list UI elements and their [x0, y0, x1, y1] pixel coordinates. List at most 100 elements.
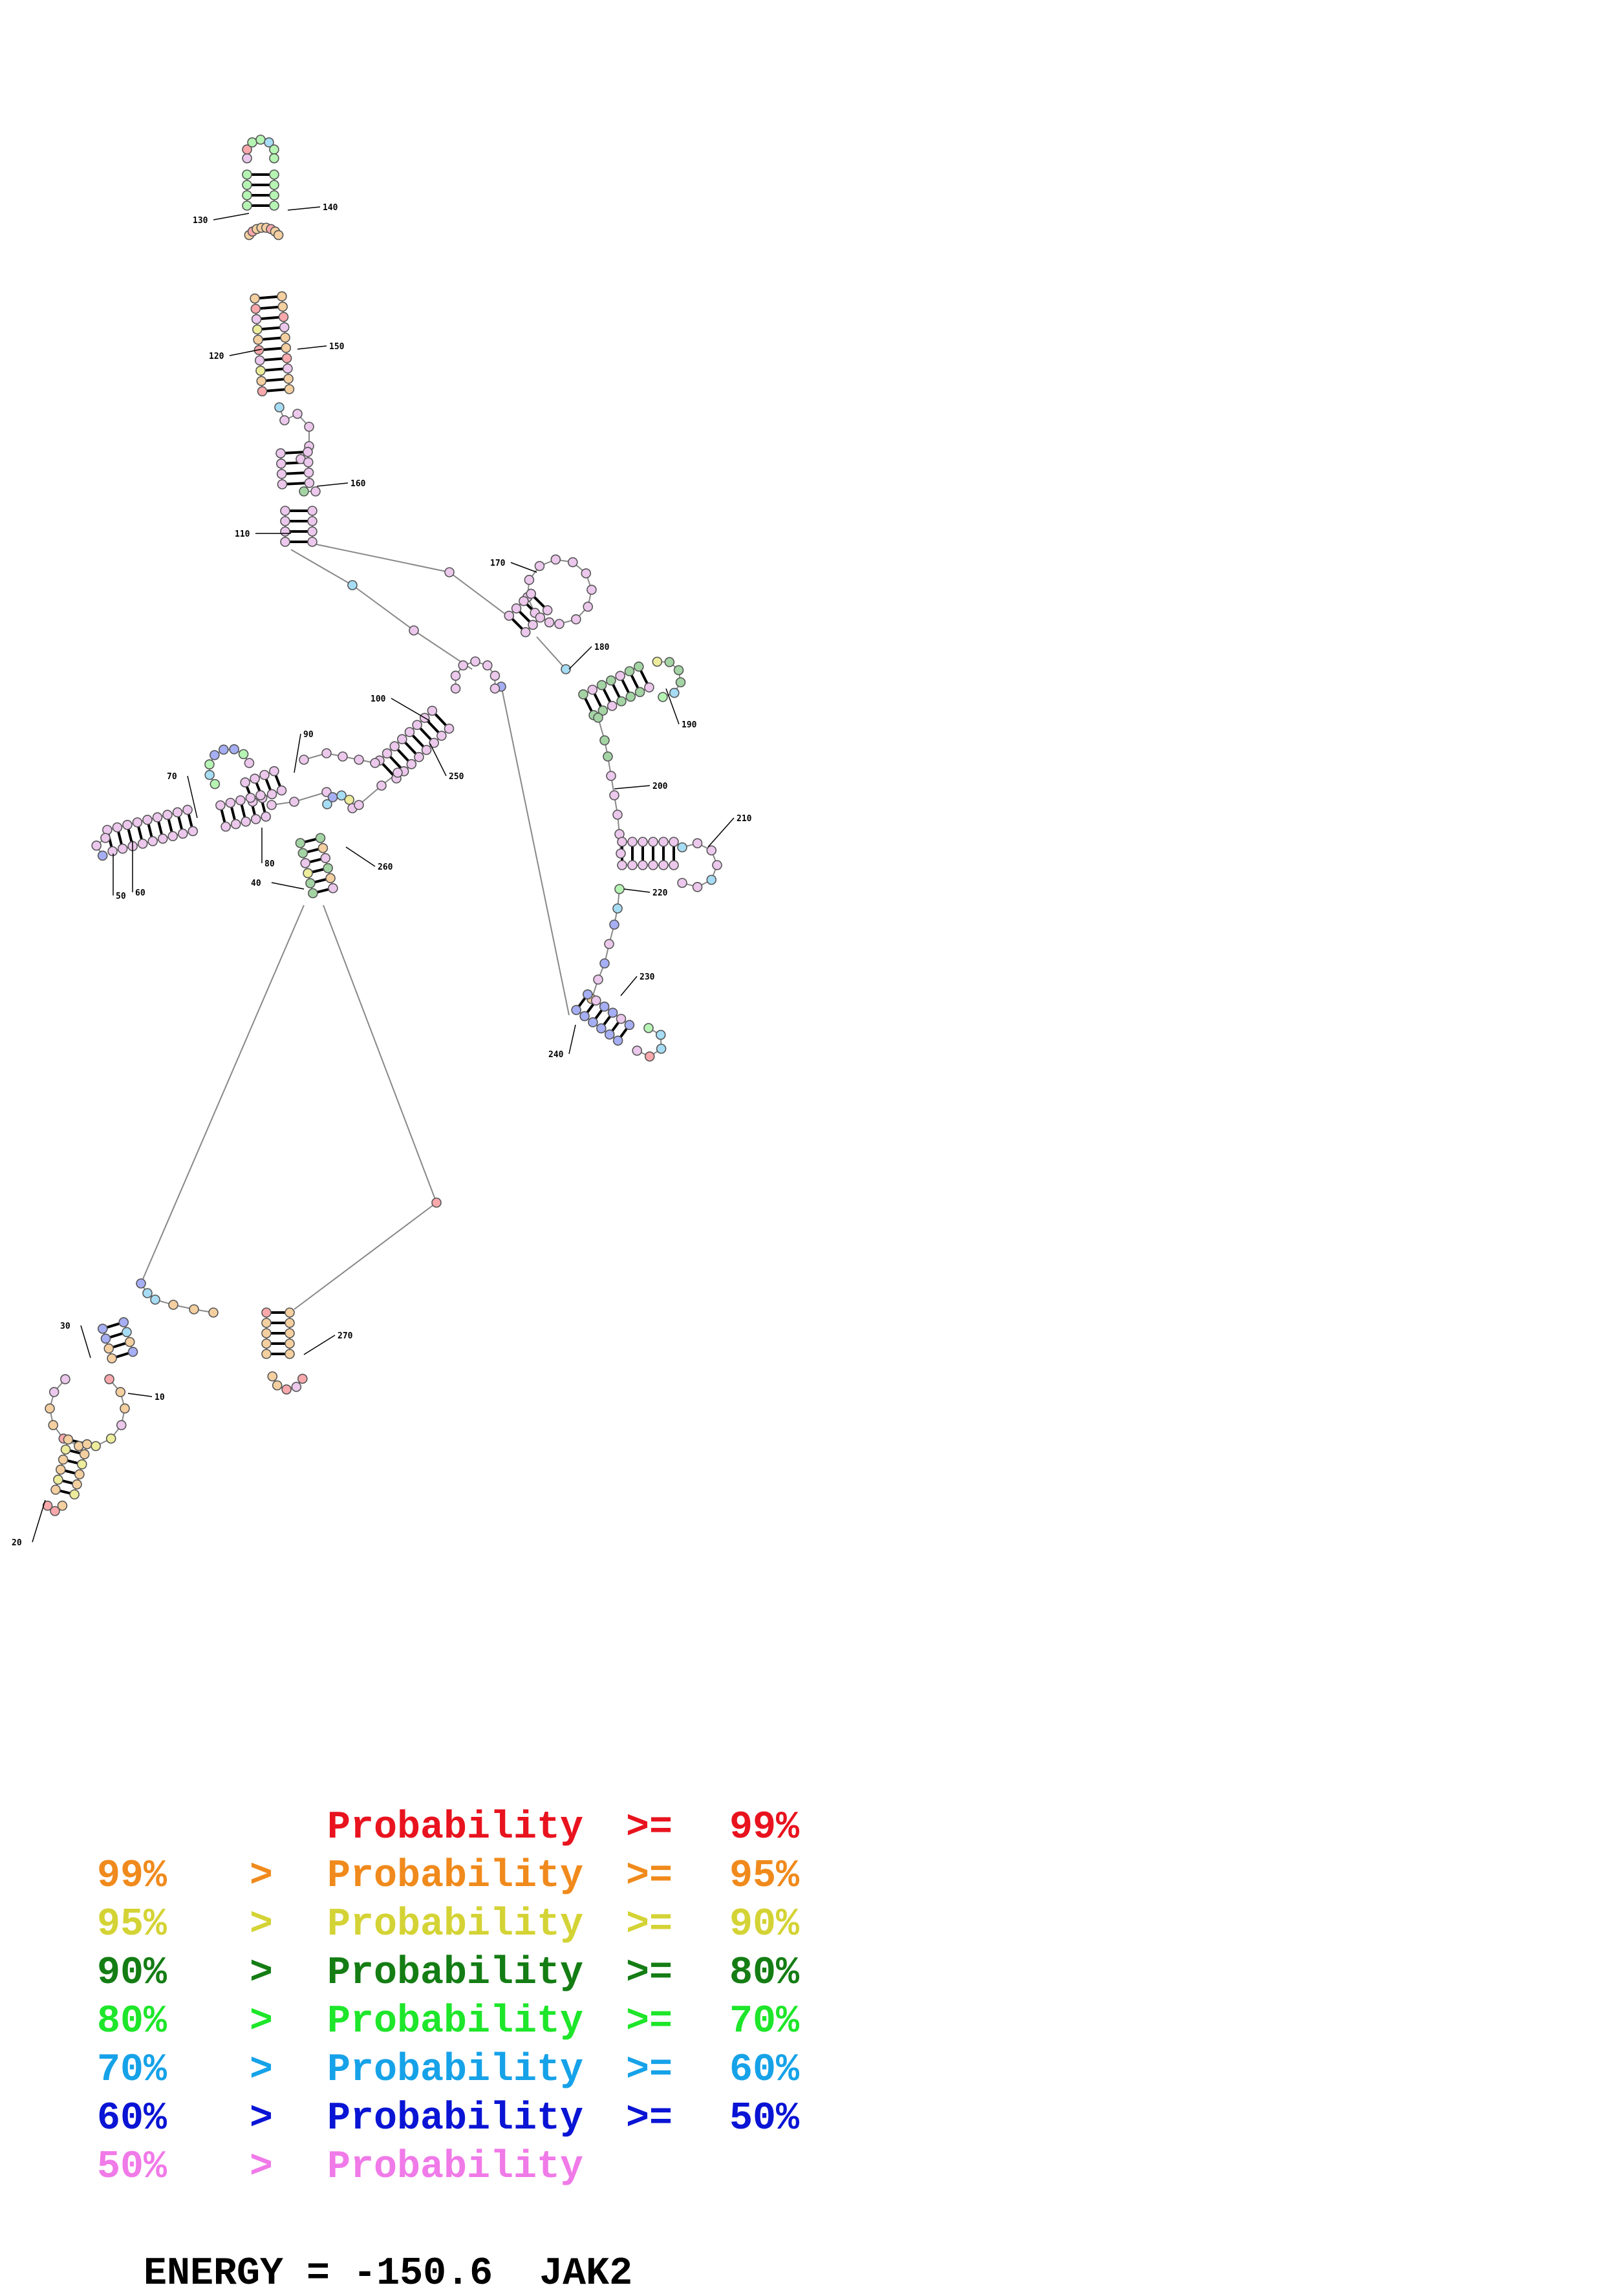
- nucleotide: [659, 861, 668, 870]
- position-tick: [569, 1025, 576, 1054]
- nucleotide: [322, 749, 331, 758]
- base-pair-bond: [265, 369, 283, 370]
- molecule-name: JAK2: [539, 2252, 632, 2296]
- nucleotide: [561, 665, 570, 674]
- nucleotide: [280, 416, 289, 425]
- base-pair-bond: [420, 728, 431, 739]
- nucleotide: [270, 180, 279, 189]
- position-tick: [213, 213, 249, 220]
- legend-lower-bound: 99%: [97, 1852, 250, 1901]
- nucleotide: [613, 810, 622, 819]
- base-pair-bond: [263, 349, 281, 350]
- nucleotide: [490, 684, 499, 693]
- nucleotide: [608, 702, 617, 711]
- position-tick: [346, 847, 375, 866]
- nucleotide: [262, 1339, 271, 1348]
- base-pair-bond: [622, 680, 629, 693]
- nucleotide: [277, 292, 286, 301]
- backbone-segment: [294, 792, 327, 802]
- nucleotide: [219, 745, 228, 754]
- nucleotide: [242, 191, 252, 200]
- base-pair-bond: [534, 597, 544, 607]
- base-pair-bond: [158, 822, 162, 834]
- legend-operator: >=: [626, 2046, 729, 2095]
- nucleotide: [588, 1018, 597, 1027]
- energy-line: ENERGY = -150.6 JAK2: [97, 2208, 632, 2296]
- legend-operator: >: [250, 1852, 327, 1901]
- nucleotide: [437, 731, 446, 740]
- nucleotide: [535, 561, 544, 570]
- nucleotide: [285, 1308, 294, 1317]
- nucleotide: [56, 1465, 65, 1474]
- nucleotide: [605, 1030, 614, 1039]
- nucleotide: [607, 771, 616, 780]
- nucleotide: [308, 537, 317, 546]
- nucleotide: [277, 469, 286, 478]
- nucleotide: [54, 1475, 63, 1484]
- base-pair-bond: [286, 483, 305, 484]
- base-pair-bond: [435, 714, 446, 725]
- nucleotide: [270, 201, 279, 210]
- nucleotide: [281, 343, 290, 352]
- nucleotide: [290, 797, 299, 806]
- nucleotide: [98, 851, 107, 860]
- nucleotide: [116, 1388, 125, 1397]
- legend-operator: >=: [626, 2095, 729, 2143]
- nucleotide: [105, 1375, 114, 1384]
- position-label: 100: [371, 694, 386, 704]
- nucleotide: [649, 837, 658, 846]
- position-label: 140: [323, 203, 338, 213]
- nucleotide: [693, 883, 702, 892]
- nucleotide: [519, 597, 528, 606]
- position-tick: [81, 1325, 91, 1358]
- nucleotide: [600, 1002, 609, 1011]
- nucleotide: [281, 527, 290, 536]
- nucleotide: [625, 667, 634, 676]
- nucleotide: [458, 661, 468, 670]
- nucleotide: [216, 801, 225, 810]
- base-pair-bond: [613, 685, 619, 698]
- nucleotide: [608, 1008, 618, 1017]
- legend-operator: >: [250, 1998, 327, 2046]
- nucleotide: [278, 302, 287, 311]
- nucleotide: [178, 829, 188, 838]
- nucleotide-circles: [43, 135, 722, 1516]
- nucleotide: [101, 833, 110, 842]
- base-pair-bond: [305, 839, 316, 842]
- position-label: 180: [594, 643, 610, 652]
- nucleotide: [257, 376, 266, 385]
- nucleotide: [616, 671, 625, 680]
- base-pair-bond: [65, 1471, 76, 1474]
- base-pair-bond: [110, 1333, 122, 1337]
- base-pair-bond: [398, 749, 408, 760]
- legend-lower-bound: 80%: [97, 1998, 250, 2046]
- nucleotide: [311, 487, 320, 496]
- position-label: 170: [490, 559, 506, 568]
- legend-upper-bound: 90%: [729, 1901, 799, 1949]
- nucleotide: [153, 813, 162, 822]
- nucleotide: [296, 839, 305, 848]
- nucleotide: [618, 861, 627, 870]
- nucleotide: [603, 752, 612, 761]
- base-pair-bond: [579, 998, 585, 1007]
- nucleotide: [285, 1339, 294, 1348]
- nucleotide: [148, 837, 157, 846]
- nucleotide: [528, 620, 537, 629]
- nucleotide: [354, 800, 363, 810]
- base-pair-bond: [307, 849, 318, 852]
- position-tick: [569, 647, 592, 669]
- position-label: 200: [652, 782, 668, 791]
- nucleotide: [298, 848, 307, 857]
- nucleotide: [304, 458, 313, 467]
- energy-label: ENERGY =: [144, 2252, 330, 2296]
- nucleotide: [526, 589, 535, 598]
- nucleotide: [230, 745, 239, 754]
- legend-row: 95%>Probability>=90%: [97, 1901, 799, 1949]
- nucleotide: [669, 861, 678, 870]
- base-pair-bond: [178, 817, 182, 829]
- base-pair-bond: [264, 359, 283, 360]
- nucleotide: [205, 760, 214, 769]
- nucleotide: [610, 791, 619, 800]
- nucleotide: [676, 678, 685, 687]
